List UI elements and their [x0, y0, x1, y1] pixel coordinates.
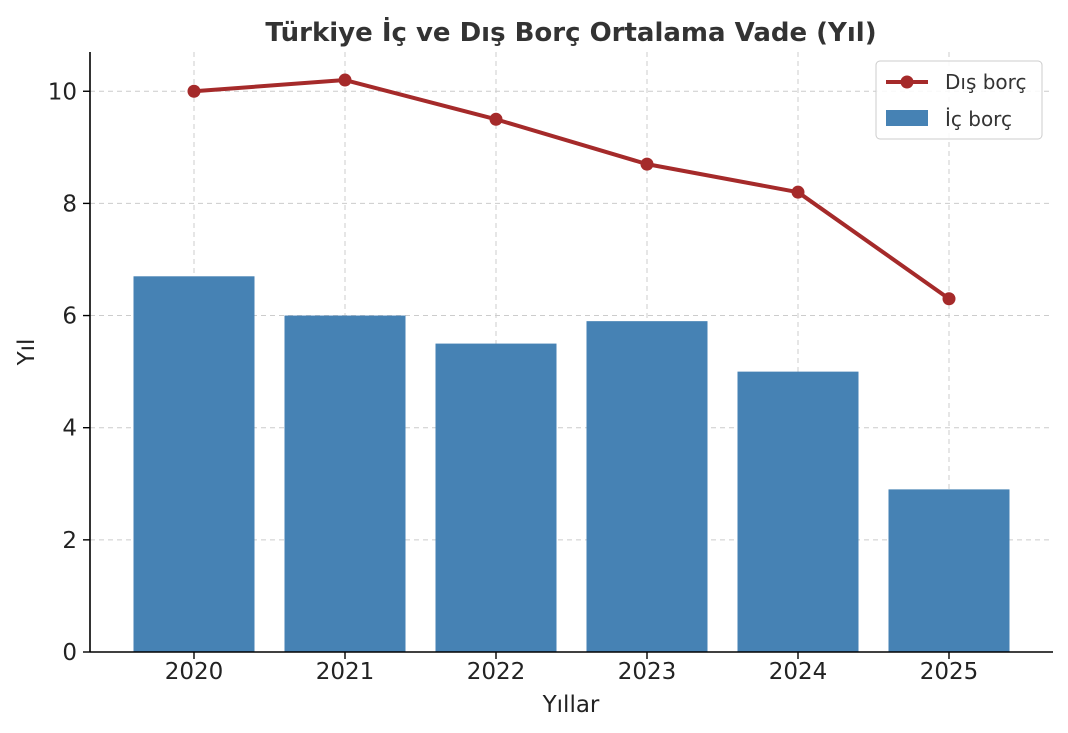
line-point [640, 157, 654, 171]
line-point [338, 73, 352, 87]
line-point [187, 84, 201, 98]
bar [435, 343, 557, 652]
y-tick-label: 6 [62, 304, 77, 330]
y-tick-label: 8 [62, 191, 77, 217]
x-tick-label: 2021 [316, 659, 375, 685]
legend-bar-swatch [886, 110, 928, 126]
y-tick-label: 0 [62, 640, 77, 666]
x-tick-label: 2022 [467, 659, 526, 685]
line-point [489, 112, 503, 126]
chart-title: Türkiye İç ve Dış Borç Ortalama Vade (Yı… [265, 16, 876, 48]
bar-layer [133, 276, 1010, 652]
y-tick-label: 2 [62, 528, 77, 554]
legend-label-dis-borc: Dış borç [945, 70, 1026, 94]
x-tick-label: 2024 [769, 659, 828, 685]
y-tick-label: 4 [62, 416, 77, 442]
x-tick-label: 2020 [165, 659, 224, 685]
bar [737, 371, 859, 652]
y-tick-label: 10 [48, 79, 77, 105]
bar [586, 321, 708, 652]
x-tick-label: 2023 [618, 659, 677, 685]
axis-layer: 0 2 4 6 8 10 2020 2021 2022 2023 2024 2025 [48, 52, 1053, 685]
bar [133, 276, 255, 652]
bar [888, 489, 1010, 652]
legend-label-ic-borc: İç borç [945, 107, 1012, 131]
legend: Dış borç İç borç [875, 60, 1043, 140]
line-layer [187, 73, 956, 306]
x-tick-label: 2025 [920, 659, 979, 685]
line-series-path [193, 78, 951, 301]
legend-line-marker [900, 75, 914, 89]
y-axis-label: Yıl [14, 339, 40, 367]
x-axis-label: Yıllar [542, 692, 600, 718]
bar [284, 315, 406, 652]
line-point [791, 185, 805, 199]
line-point [942, 292, 956, 306]
